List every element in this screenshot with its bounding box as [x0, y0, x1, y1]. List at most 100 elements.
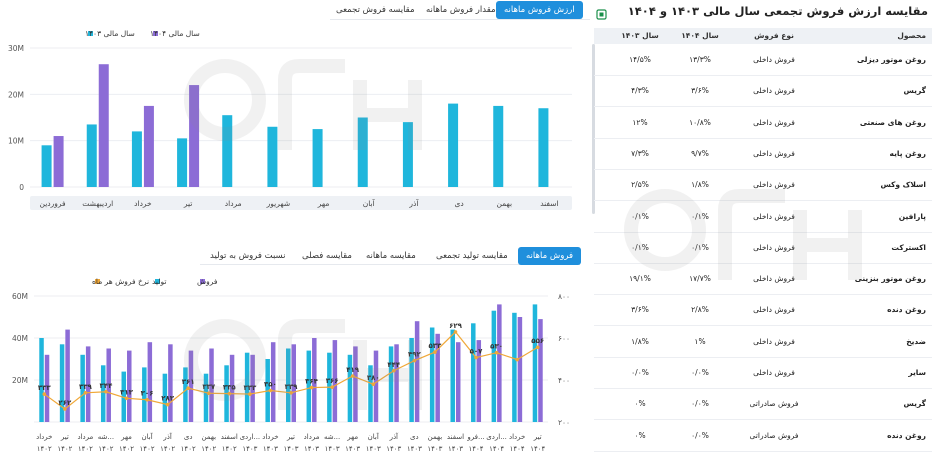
table-row[interactable]: پارافین فروش داخلی ۰/۱% ۰/۱% [594, 201, 932, 233]
table-row[interactable]: روغن دنده فروش داخلی ۲/۸% ۳/۶% [594, 294, 932, 327]
table-row[interactable]: روغن پایه فروش داخلی ۹/۷% ۷/۳% [594, 138, 932, 170]
sales-rate-label: ۳۳۷ [202, 383, 216, 391]
tab-seasonal-compare[interactable]: مقایسه فصلی [302, 251, 352, 261]
table-row[interactable]: روغن های صنعتی فروش داخلی ۱۰/۸% ۱۲% [594, 107, 932, 139]
export-icon[interactable] [596, 5, 607, 20]
sales-rate-point [83, 391, 88, 395]
x-tick-label: ۱۴۰۴ [510, 445, 525, 453]
x-tick-label: ۱۴۰۳ [407, 445, 422, 453]
tab-sales-to-production-ratio[interactable]: نسبت فروش به تولید [210, 251, 286, 261]
sales-rate-label: ۴۴۴ [387, 361, 401, 369]
table-row[interactable]: گریس فروش داخلی ۳/۶% ۴/۳% [594, 75, 932, 108]
tab-monthly-compare[interactable]: مقایسه ماهانه [366, 251, 416, 261]
x-tick-label: ۱۴۰۳ [304, 445, 319, 453]
x-tick-label: بهمن [201, 433, 216, 441]
tab-cumulative-production-compare[interactable]: مقایسه تولید تجمعی [436, 251, 508, 261]
x-tick-label: اردی... [486, 433, 507, 441]
monthly-sales-value-chart: 0 10M 20M 30M فروردین اردیبهشت خرداد تیر مرداد شه… [8, 29, 572, 210]
y-tick-label: 0 [19, 183, 24, 192]
cell-product: روغن پایه [889, 148, 926, 158]
x-tick-label: ۱۴۰۲ [181, 445, 196, 453]
legend-swatch [88, 31, 93, 36]
bar-sales [106, 348, 111, 422]
cell-year-1404: ۱/۸% [691, 180, 709, 190]
x-tick-label: اردی... [240, 433, 261, 441]
sales-rate-point [165, 402, 170, 407]
tab-monthly-sales-quantity[interactable]: مقدار فروش ماهانه [426, 5, 496, 15]
bar-production [532, 304, 538, 422]
x-tick-label: آبان [363, 198, 376, 208]
top-tab-strip [330, 0, 590, 20]
table-scrollbar[interactable] [592, 44, 595, 214]
cell-sales-type: فروش داخلی [753, 55, 795, 64]
bar-1403 [131, 131, 142, 187]
cell-sales-type: فروش داخلی [753, 305, 795, 315]
legend-label: سال مالی ۱۴۰۴ [150, 29, 200, 38]
sales-rate-point [63, 407, 67, 411]
x-tick-label: ۱۴۰۴ [469, 445, 484, 453]
table-row[interactable]: روغن دنده فروش صادراتی ۰/۰% ۰% [594, 420, 932, 452]
sales-rate-line [43, 331, 539, 410]
x-tick-label: شه... [98, 433, 114, 441]
sales-rate-label: ۵۳۳ [429, 342, 443, 350]
sales-rate-label: ۲۶۲ [58, 399, 72, 407]
sales-rate-label: ۳۳۹ [79, 383, 93, 391]
x-tick-label: ۱۴۰۴ [489, 445, 504, 453]
x-tick-label: آبان [368, 432, 380, 441]
sales-rate-point [330, 385, 334, 389]
bar-sales [394, 344, 399, 422]
bar-1403 [312, 129, 323, 187]
tab-monthly-sales-value[interactable]: ارزش فروش ماهانه [496, 1, 583, 19]
cell-year-1404: ۰/۱% [691, 211, 709, 221]
bar-sales [291, 344, 296, 422]
sales-rate-point [371, 382, 376, 386]
cell-year-1404: ۲/۸% [691, 305, 709, 315]
bar-sales [168, 344, 173, 422]
sales-rate-label: ۵۰۷ [470, 348, 484, 356]
x-tick-label: خرداد [36, 433, 52, 441]
bar-1403 [41, 145, 52, 187]
table-row[interactable]: سایر فروش داخلی ۰/۰% ۰/۰% [594, 357, 932, 389]
x-tick-label: ۱۴۰۳ [448, 445, 463, 453]
bar-sales [85, 346, 91, 422]
sales-rate-label: ۳۳۳ [38, 384, 52, 392]
bar-production [409, 338, 414, 422]
sales-rate-point [350, 374, 355, 378]
bar-sales [435, 333, 440, 422]
bar-1404 [53, 136, 64, 187]
y-tick-label: 30M [8, 44, 24, 53]
tab-cumulative-sales-compare[interactable]: مقایسه فروش تجمعی [336, 5, 415, 15]
sales-rate-point [453, 330, 458, 334]
table-row[interactable]: اکسترکت فروش داخلی ۰/۱% ۰/۱% [594, 232, 932, 264]
table-row[interactable]: گریس فروش صادراتی ۰/۰% ۰% [594, 388, 932, 421]
sales-rate-point [206, 391, 211, 396]
sales-rate-label: ۳۴۴ [100, 382, 114, 390]
table-row[interactable]: روغن موتور بنزینی فروش داخلی ۱۷/۷% ۱۹/۱% [594, 263, 932, 296]
x-tick-label: بهمن [428, 433, 443, 441]
sales-rate-label: ۲۸۳ [161, 395, 175, 403]
x-tick-label: اسفند [447, 433, 464, 441]
cell-year-1404: ۰/۰% [691, 368, 709, 377]
sales-rate-label: ۳۵۰ [264, 381, 277, 389]
bar-production [100, 365, 106, 422]
bar-sales [270, 342, 276, 422]
bar-1403 [493, 105, 504, 187]
table-row[interactable]: ضدیخ فروش داخلی ۱% ۱/۸% [594, 326, 932, 358]
tab-monthly-sales[interactable]: فروش ماهانه [518, 247, 582, 265]
header-product: محصول [897, 31, 926, 40]
cell-product: روغن های صنعتی [859, 117, 926, 127]
sales-rate-label: ۵۵۶ [531, 337, 544, 345]
bar-production [59, 344, 65, 422]
monthly-sales-production-chart: 20M 40M 60M ۲۰۰ ۴۰۰ ۶۰۰ ۸۰۰ خرداد ۱۴۰۲ تیر ۱۴۰۲ مرد… [12, 277, 570, 453]
table-row[interactable]: اسلاک وکس فروش داخلی ۱/۸% ۲/۵% [594, 169, 932, 202]
x-tick-label: شهریور [266, 199, 290, 208]
sales-rate-label: ۴۱۹ [346, 366, 360, 374]
y-tick-label: 20M [8, 90, 24, 99]
x-tick-label: مهر [317, 199, 330, 208]
table-row[interactable]: روغن موتور دیزلی فروش داخلی ۱۳/۳% ۱۴/۵% [594, 44, 932, 76]
x-tick-label: مرداد [78, 433, 94, 441]
bar-production [162, 373, 168, 422]
y-tick-label: 10M [8, 137, 24, 146]
sales-rate-point [412, 358, 417, 363]
cell-year-1403: ۳/۶% [631, 305, 649, 315]
